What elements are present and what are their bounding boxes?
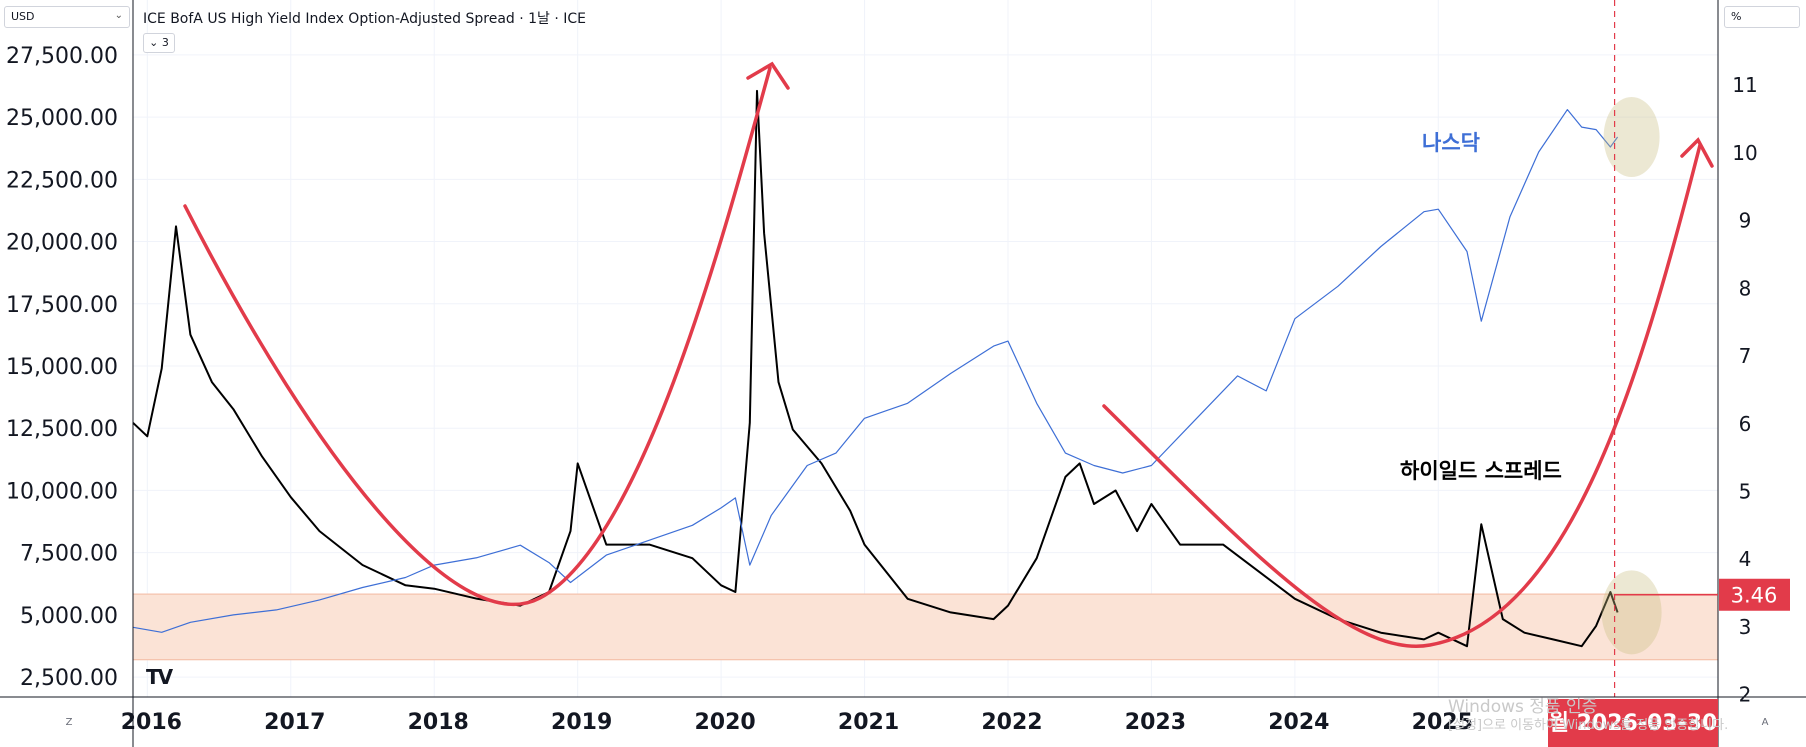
- percent-unit-label: %: [1731, 10, 1742, 23]
- nasdaq-annotation: 나스닥: [1422, 131, 1480, 155]
- right-tick-label: 7: [1739, 344, 1752, 368]
- year-tick-label: 2022: [981, 710, 1042, 735]
- left-tick-label: 7,500.00: [20, 542, 118, 567]
- left-tick-label: 22,500.00: [6, 168, 118, 193]
- left-tick-label: 10,000.00: [6, 479, 118, 504]
- currency-label: USD: [11, 10, 35, 23]
- left-tick-label: 17,500.00: [6, 293, 118, 318]
- indicator-count: 3: [161, 36, 169, 49]
- left-tick-label: 15,000.00: [6, 355, 118, 380]
- right-tick-label: 5: [1739, 479, 1752, 503]
- plot-background: [133, 0, 1718, 697]
- year-tick-label: 2023: [1125, 710, 1186, 735]
- right-tick-label: 6: [1739, 412, 1752, 436]
- year-tick-label: 2025: [1412, 710, 1473, 735]
- year-tick-label: 2018: [408, 710, 469, 735]
- year-tick-label: 2017: [264, 710, 325, 735]
- left-tick-label: 20,000.00: [6, 231, 118, 256]
- right-tick-label: 9: [1739, 209, 1752, 233]
- arrow-head-2020: [746, 61, 790, 90]
- left-tick-label: 12,500.00: [6, 417, 118, 442]
- auto-scale-a-button[interactable]: A: [1761, 717, 1769, 728]
- chevron-down-icon: ⌄: [114, 10, 123, 21]
- year-tick-label: 2021: [838, 710, 899, 735]
- current-date-badge: [1548, 699, 1718, 747]
- arrow-curve-2022-2026: [1102, 143, 1702, 648]
- collapse-indicators-button[interactable]: ⌄ 3: [143, 33, 175, 53]
- high-yield-spread-line: [132, 89, 1619, 648]
- right-tick-label: 3: [1739, 615, 1752, 639]
- current-date-text: 월 2026-03-30: [1549, 711, 1718, 736]
- last-value-text: 3.46: [1731, 584, 1778, 608]
- spread-highlight-ellipse: [1601, 570, 1662, 655]
- percent-unit-selector[interactable]: %: [1724, 6, 1800, 28]
- chevron-down-icon: ⌄: [149, 36, 159, 49]
- year-tick-label: 2024: [1268, 710, 1329, 735]
- last-value-badge: [1719, 578, 1790, 611]
- left-tick-label: 2,500.00: [20, 666, 118, 691]
- right-tick-label: 4: [1739, 547, 1752, 571]
- windows-watermark-line2: [설정]으로 이동하여 Windows를 정품 인증합니다.: [1448, 718, 1729, 733]
- right-tick-label: 11: [1732, 73, 1757, 97]
- nasdaq-highlight-ellipse: [1603, 97, 1660, 178]
- auto-scale-z-button[interactable]: Z: [65, 717, 73, 728]
- windows-watermark-line1: Windows 정품 인증: [1448, 697, 1598, 717]
- currency-selector[interactable]: USD ⌄: [4, 6, 130, 28]
- left-tick-label: 27,500.00: [6, 44, 118, 69]
- left-tick-label: 25,000.00: [6, 106, 118, 131]
- tradingview-logo: TV: [146, 665, 173, 689]
- right-tick-label: 8: [1739, 276, 1752, 300]
- year-tick-label: 2020: [694, 710, 755, 735]
- year-tick-label: 2019: [551, 710, 612, 735]
- right-tick-label: 2: [1739, 683, 1752, 707]
- chart-title: ICE BofA US High Yield Index Option-Adju…: [143, 11, 587, 27]
- arrow-curve-2016-2020: [183, 66, 772, 606]
- year-tick-label: 2016: [121, 710, 182, 735]
- right-tick-label: 10: [1732, 141, 1757, 165]
- arrow-head-2026: [1680, 137, 1714, 168]
- left-tick-label: 5,000.00: [20, 604, 118, 629]
- spread-annotation: 하이일드 스프레드: [1400, 459, 1562, 483]
